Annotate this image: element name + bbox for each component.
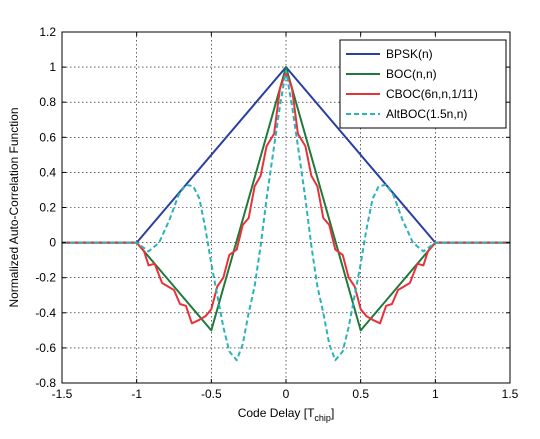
- y-tick-label: -0.6: [35, 341, 56, 355]
- x-tick-label: 1: [432, 387, 439, 401]
- y-tick-label: 0: [49, 236, 56, 250]
- x-axis-label: Code Delay [Tchip]: [238, 406, 335, 423]
- x-axis-label-end: ]: [331, 406, 334, 420]
- y-axis-label: Normalized Auto-Correlation Function: [7, 107, 21, 307]
- y-tick-label: 0.2: [39, 201, 56, 215]
- x-tick-label: 1.5: [502, 387, 519, 401]
- y-tick-label: 0.6: [39, 130, 56, 144]
- x-tick-label: -0.5: [201, 387, 222, 401]
- legend-label: BOC(n,n): [386, 67, 437, 81]
- y-tick-label: 0.8: [39, 95, 56, 109]
- y-tick-label: -0.4: [35, 306, 56, 320]
- legend: BPSK(n) BOC(n,n) CBOC(6n,n,1/11) AltBOC(1.5…: [339, 39, 507, 129]
- y-tick-label: 1: [49, 60, 56, 74]
- legend-label: BPSK(n): [386, 47, 433, 61]
- legend-label: AltBOC(1.5n,n): [386, 107, 467, 121]
- legend-label: CBOC(6n,n,1/11): [386, 87, 478, 101]
- x-tick-label: -1: [131, 387, 142, 401]
- y-tick-label: -0.8: [35, 376, 56, 390]
- series-line-3: [62, 69, 510, 362]
- y-tick-label: 1.2: [39, 25, 56, 39]
- series-lines: [62, 66, 510, 362]
- x-tick-label: -1.5: [52, 387, 73, 401]
- x-tick-label: 0: [283, 387, 290, 401]
- x-axis-label-subscript: chip: [314, 413, 331, 423]
- y-tick-label: -0.2: [35, 271, 56, 285]
- y-tick-label: 0.4: [39, 165, 56, 179]
- axis-ticks: -1.5 -1 -0.5 0 0.5 1 1.5 -0.8 -0.6 -0.4 -0.2 0 0.2 0.…: [35, 25, 518, 401]
- x-tick-label: 0.5: [352, 387, 369, 401]
- x-axis-label-main: Code Delay [T: [238, 406, 315, 420]
